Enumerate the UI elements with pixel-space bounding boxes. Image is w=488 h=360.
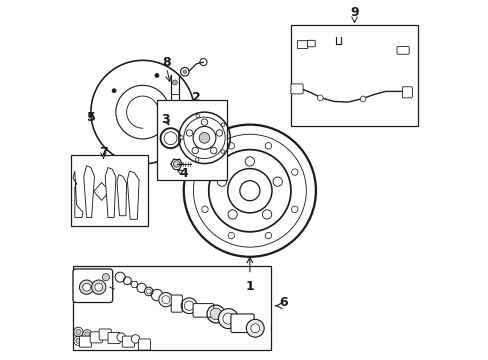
Circle shape [217, 177, 226, 186]
Circle shape [272, 177, 282, 186]
Circle shape [199, 132, 209, 143]
Circle shape [131, 335, 140, 343]
FancyBboxPatch shape [230, 314, 254, 333]
Text: 6: 6 [279, 296, 287, 309]
Circle shape [192, 147, 198, 154]
Circle shape [180, 136, 183, 139]
Circle shape [76, 329, 81, 334]
FancyBboxPatch shape [108, 333, 120, 343]
Circle shape [172, 80, 177, 85]
Circle shape [202, 169, 208, 175]
Circle shape [221, 150, 224, 153]
Circle shape [196, 114, 199, 118]
Circle shape [216, 130, 222, 136]
Circle shape [76, 338, 81, 343]
Circle shape [102, 274, 109, 281]
Text: 4: 4 [176, 167, 188, 180]
Circle shape [360, 96, 365, 102]
Circle shape [146, 289, 151, 294]
Circle shape [210, 308, 221, 320]
Text: 7: 7 [99, 146, 107, 159]
Circle shape [244, 157, 254, 166]
Circle shape [221, 123, 224, 126]
FancyBboxPatch shape [122, 336, 134, 347]
Circle shape [155, 73, 159, 78]
Bar [157, 100, 226, 180]
Circle shape [227, 233, 234, 239]
Text: 2: 2 [191, 91, 200, 104]
Circle shape [218, 309, 238, 329]
FancyBboxPatch shape [80, 336, 91, 347]
Polygon shape [117, 175, 126, 216]
Circle shape [264, 233, 271, 239]
Circle shape [227, 143, 234, 149]
FancyBboxPatch shape [171, 295, 182, 312]
FancyBboxPatch shape [297, 41, 307, 49]
FancyBboxPatch shape [402, 87, 411, 98]
Polygon shape [127, 171, 139, 219]
FancyBboxPatch shape [396, 46, 408, 54]
Circle shape [95, 283, 102, 291]
Text: 5: 5 [87, 111, 96, 124]
Circle shape [173, 161, 180, 167]
Polygon shape [105, 167, 116, 217]
Circle shape [195, 158, 199, 161]
FancyBboxPatch shape [193, 303, 213, 317]
Circle shape [186, 130, 192, 136]
Circle shape [291, 206, 297, 212]
FancyBboxPatch shape [73, 269, 112, 302]
Circle shape [201, 119, 207, 125]
Bar [290, 24, 417, 126]
Circle shape [262, 210, 271, 219]
Circle shape [112, 89, 116, 93]
Circle shape [183, 70, 186, 73]
Circle shape [159, 293, 173, 307]
Circle shape [144, 287, 153, 296]
Circle shape [91, 280, 106, 294]
FancyBboxPatch shape [99, 329, 111, 340]
Circle shape [264, 143, 271, 149]
Circle shape [250, 324, 259, 333]
Bar [71, 155, 148, 226]
Text: 8: 8 [162, 56, 171, 69]
Text: 1: 1 [245, 280, 254, 293]
Circle shape [80, 280, 94, 294]
Polygon shape [73, 171, 83, 217]
FancyBboxPatch shape [138, 339, 150, 350]
Circle shape [162, 296, 169, 303]
Bar [73, 266, 271, 350]
Circle shape [210, 147, 217, 154]
Circle shape [84, 332, 90, 337]
Text: 3: 3 [162, 113, 170, 126]
Circle shape [223, 313, 233, 324]
Circle shape [317, 95, 323, 101]
Circle shape [82, 283, 90, 291]
Circle shape [117, 333, 125, 342]
Circle shape [291, 169, 297, 175]
Polygon shape [83, 166, 94, 217]
Circle shape [227, 210, 237, 219]
FancyBboxPatch shape [307, 40, 315, 47]
Circle shape [202, 206, 208, 212]
FancyBboxPatch shape [290, 84, 303, 94]
Polygon shape [94, 183, 109, 201]
Circle shape [246, 319, 264, 337]
FancyBboxPatch shape [90, 332, 102, 343]
Text: 9: 9 [349, 6, 358, 19]
